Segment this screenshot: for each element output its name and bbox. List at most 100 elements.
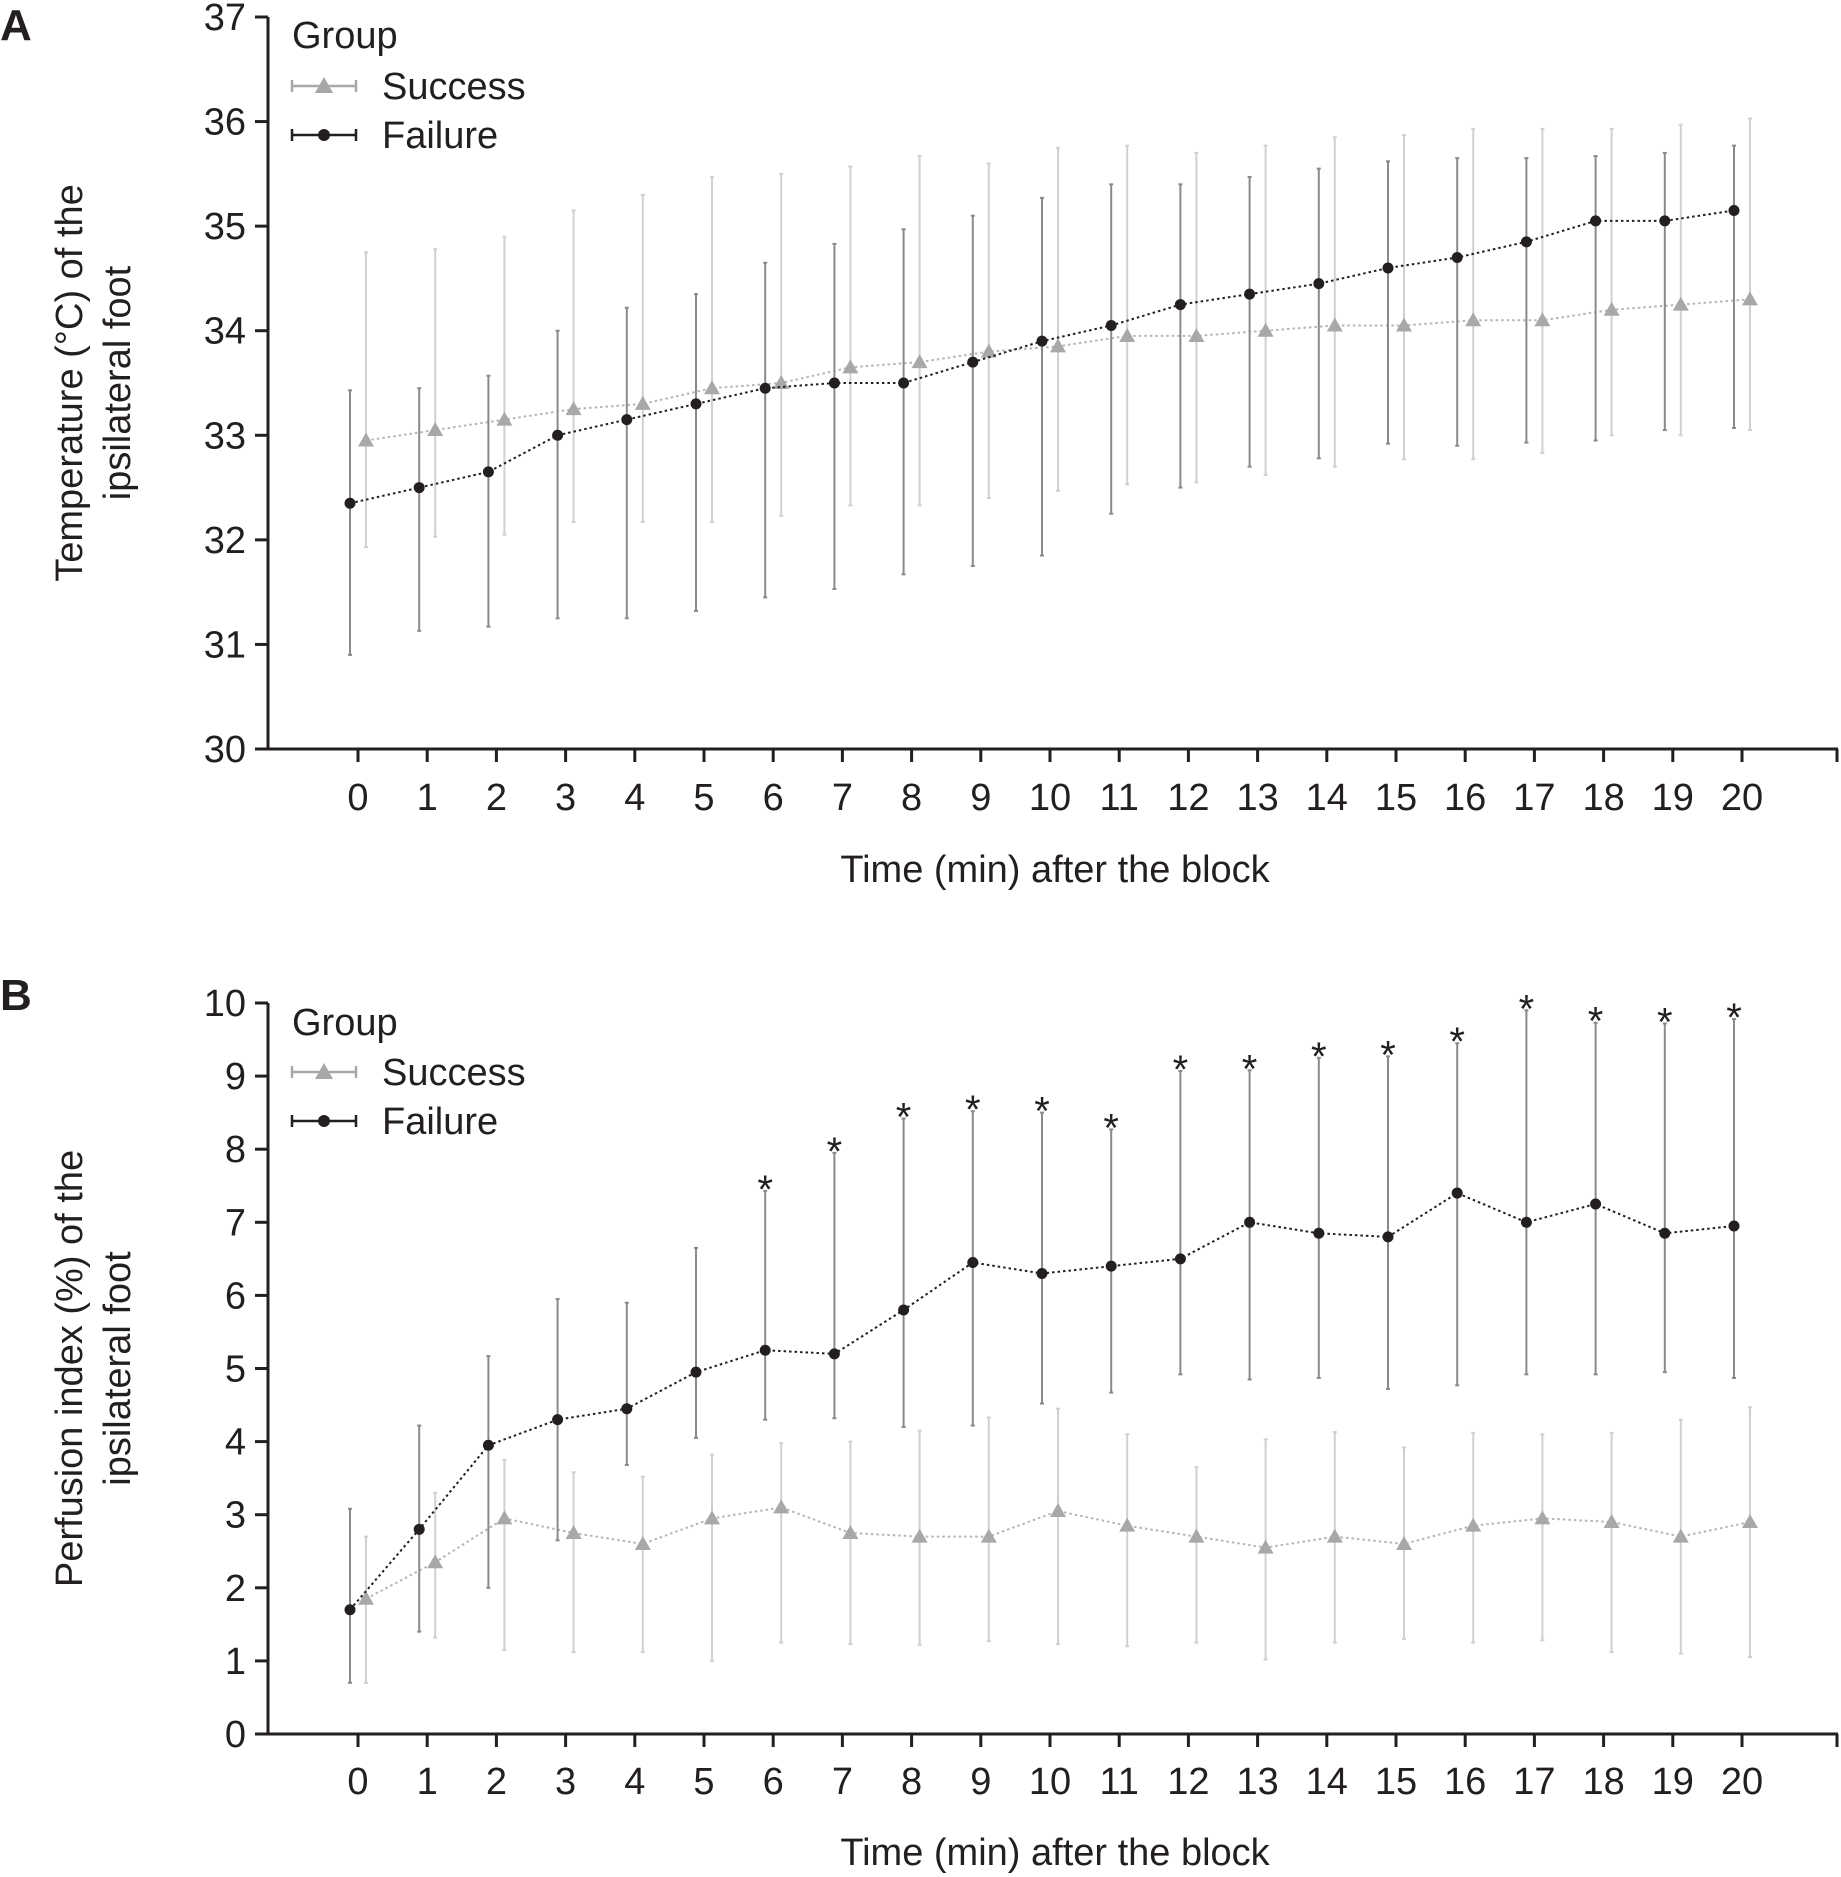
x-tick-label: 19	[1652, 777, 1694, 819]
y-tick-label: 33	[204, 415, 246, 457]
x-tick-label: 8	[901, 777, 922, 819]
x-tick-label: 18	[1582, 777, 1624, 819]
significance-star: *	[1242, 1047, 1258, 1091]
data-point	[980, 1528, 997, 1543]
data-point	[898, 1304, 910, 1316]
data-point	[1382, 262, 1394, 274]
x-tick-label: 11	[1099, 1761, 1138, 1803]
x-tick-label: 6	[763, 1761, 784, 1803]
x-tick-label: 19	[1652, 1761, 1694, 1803]
series-line	[365, 1506, 1751, 1600]
data-point	[1036, 1267, 1048, 1279]
data-point	[1257, 322, 1274, 337]
data-point	[552, 1414, 564, 1426]
data-point	[773, 375, 790, 389]
data-point	[1188, 1528, 1205, 1543]
data-point	[1465, 1517, 1482, 1532]
data-point	[1742, 1514, 1758, 1529]
x-tick-label: 4	[624, 777, 645, 819]
data-point	[690, 1366, 702, 1378]
y-tick-label: 10	[204, 983, 246, 1025]
y-tick-label: 9	[225, 1056, 246, 1098]
legend-title: Group	[292, 15, 398, 57]
y-tick-label: 36	[204, 102, 246, 144]
x-tick-label: 1	[417, 777, 438, 819]
data-point	[621, 1403, 633, 1415]
data-point	[634, 395, 651, 410]
data-point	[1036, 335, 1048, 347]
data-point	[759, 1344, 771, 1356]
data-point	[1188, 327, 1205, 342]
data-point	[496, 411, 513, 426]
data-point	[1672, 1528, 1689, 1543]
significance-star: *	[1034, 1090, 1050, 1134]
significance-star: *	[1103, 1106, 1119, 1150]
data-point	[413, 1523, 425, 1535]
data-point	[704, 380, 720, 395]
data-point	[842, 1524, 859, 1539]
x-tick-label: 16	[1444, 1761, 1486, 1803]
significance-star: *	[1173, 1048, 1189, 1092]
data-point	[1520, 1216, 1532, 1228]
x-tick-label: 13	[1236, 1761, 1278, 1803]
data-point	[1603, 301, 1620, 316]
series-failure	[344, 144, 1740, 656]
x-tick-label: 0	[347, 777, 368, 819]
data-point	[1050, 338, 1066, 353]
data-point	[980, 343, 997, 358]
y-tick-label: 37	[204, 0, 246, 39]
x-tick-label: 1	[417, 1761, 438, 1803]
x-tick-label: 10	[1029, 777, 1071, 819]
x-tick-label: 7	[832, 777, 853, 819]
legend-marker	[318, 129, 330, 141]
x-tick-label: 15	[1375, 1761, 1417, 1803]
data-point	[911, 354, 928, 369]
legend-label: Failure	[382, 1101, 498, 1143]
data-point	[1396, 317, 1412, 332]
y-tick-label: 2	[225, 1568, 246, 1610]
significance-star: *	[1588, 1000, 1604, 1044]
x-tick-label: 16	[1444, 777, 1486, 819]
x-tick-label: 9	[970, 777, 991, 819]
x-tick-label: 2	[486, 1761, 507, 1803]
legend-label: Success	[382, 66, 526, 108]
y-tick-label: 0	[225, 1714, 246, 1756]
data-point	[704, 1510, 720, 1525]
x-tick-label: 18	[1582, 1761, 1624, 1803]
series-success	[358, 1406, 1758, 1684]
y-tick-label: 1	[225, 1641, 246, 1683]
data-point	[358, 1590, 374, 1605]
significance-star: *	[965, 1088, 981, 1132]
y-axis-title-line: Temperature (°C) of the	[49, 184, 91, 581]
x-tick-label: 10	[1029, 1761, 1071, 1803]
data-point	[773, 1499, 790, 1514]
data-point	[759, 382, 771, 394]
x-tick-label: 14	[1306, 1761, 1348, 1803]
data-point	[1174, 1253, 1186, 1265]
data-point	[1313, 278, 1325, 290]
x-tick-label: 11	[1099, 777, 1138, 819]
data-point	[1050, 1503, 1066, 1518]
x-tick-label: 5	[693, 777, 714, 819]
data-point	[358, 432, 374, 447]
y-axis-title: Perfusion index (%) of the ipsilateral fo…	[49, 1150, 139, 1587]
data-point	[911, 1528, 928, 1543]
legend-title: Group	[292, 1002, 398, 1044]
y-axis-title: Temperature (°C) of the ipsilateral foot	[49, 184, 139, 581]
x-tick-label: 14	[1306, 777, 1348, 819]
y-tick-label: 30	[204, 729, 246, 771]
data-point	[413, 482, 425, 494]
data-point	[1244, 1216, 1256, 1228]
significance-star: *	[1311, 1035, 1327, 1079]
data-point	[1534, 1510, 1551, 1525]
x-tick-label: 20	[1721, 777, 1763, 819]
x-tick-label: 9	[970, 1761, 991, 1803]
data-point	[898, 377, 910, 389]
data-point	[828, 377, 840, 389]
significance-star: *	[827, 1130, 843, 1174]
data-point	[1590, 1198, 1602, 1210]
y-axis-title-line: ipsilateral foot	[97, 1251, 139, 1486]
